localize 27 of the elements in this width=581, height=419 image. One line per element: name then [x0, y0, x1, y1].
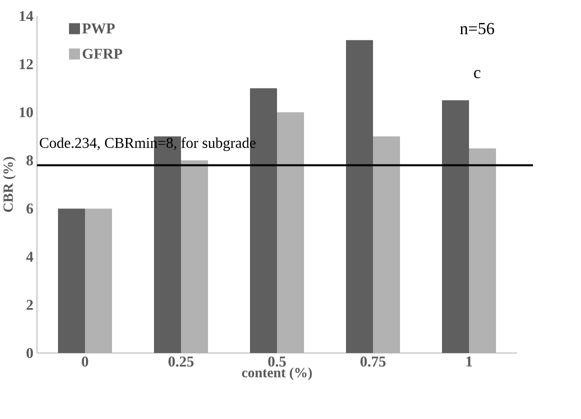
y-tick-label: 0: [26, 348, 33, 358]
y-tick-label: 8: [26, 155, 33, 166]
x-tick-label: 0: [82, 356, 88, 367]
x-tick-label: 1: [466, 356, 472, 366]
bar: [277, 112, 304, 353]
x-axis-title: content (%): [242, 368, 312, 380]
legend-label: GFRP: [82, 48, 122, 59]
y-tick-label: 2: [26, 300, 33, 310]
y-tick-label: 10: [20, 107, 33, 118]
y-tick-label: 12: [20, 59, 33, 70]
y-tick-label: 6: [26, 204, 34, 214]
y-axis-title: CBR (%): [3, 157, 16, 212]
annotation: c: [474, 70, 480, 78]
bar: [181, 160, 208, 353]
x-tick-label: 0.25: [168, 356, 194, 367]
bar: [469, 148, 496, 353]
bar: [58, 208, 85, 353]
y-tick-label: 4: [26, 252, 34, 262]
y-tick-label: 14: [20, 11, 34, 21]
bar: [85, 208, 112, 353]
annotation: n=56: [460, 22, 494, 34]
bar: [346, 40, 373, 353]
x-tick-label: 0.5: [268, 356, 286, 367]
bar: [442, 100, 470, 353]
bar: [373, 136, 400, 353]
legend-label: PWP: [82, 24, 115, 34]
x-tick-label: 0.75: [360, 356, 386, 367]
